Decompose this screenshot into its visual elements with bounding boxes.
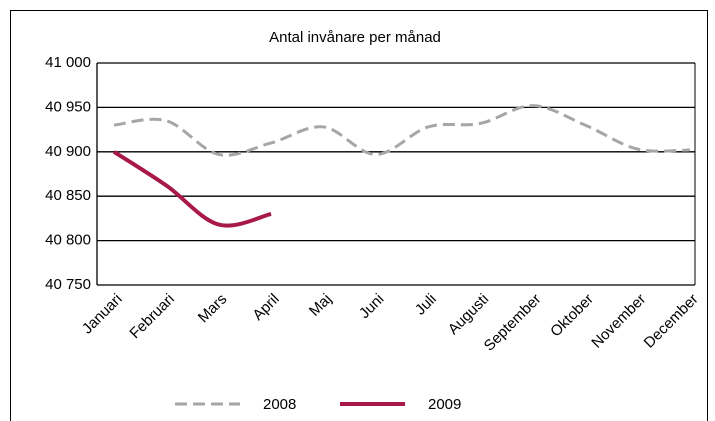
series-line	[112, 150, 272, 228]
x-tick-label: April	[249, 291, 282, 324]
y-tick-label: 40 850	[45, 187, 91, 204]
x-tick-label: Oktober	[547, 291, 597, 341]
x-tick-label: September	[481, 291, 545, 355]
series-line	[113, 104, 691, 157]
chart-title: Antal invånare per månad	[269, 29, 441, 46]
y-tick-label: 40 900	[45, 143, 91, 160]
legend-label: 2008	[263, 396, 296, 413]
y-tick-label: 40 800	[45, 232, 91, 249]
x-tick-label: Maj	[306, 291, 335, 320]
y-tick-label: 41 000	[45, 54, 91, 71]
y-tick-label: 40 950	[45, 98, 91, 115]
x-tick-label: November	[588, 291, 649, 352]
y-tick-label: 40 750	[45, 276, 91, 293]
x-tick-label: Januari	[79, 291, 126, 338]
x-tick-label: December	[641, 291, 702, 352]
legend-label: 2009	[428, 396, 461, 413]
x-tick-label: Augusti	[445, 291, 492, 338]
x-tick-label: Juni	[356, 291, 387, 322]
x-tick-label: Mars	[195, 291, 231, 327]
x-tick-label: Februari	[126, 291, 178, 343]
chart-border	[10, 10, 708, 421]
x-tick-label: Juli	[412, 291, 440, 319]
